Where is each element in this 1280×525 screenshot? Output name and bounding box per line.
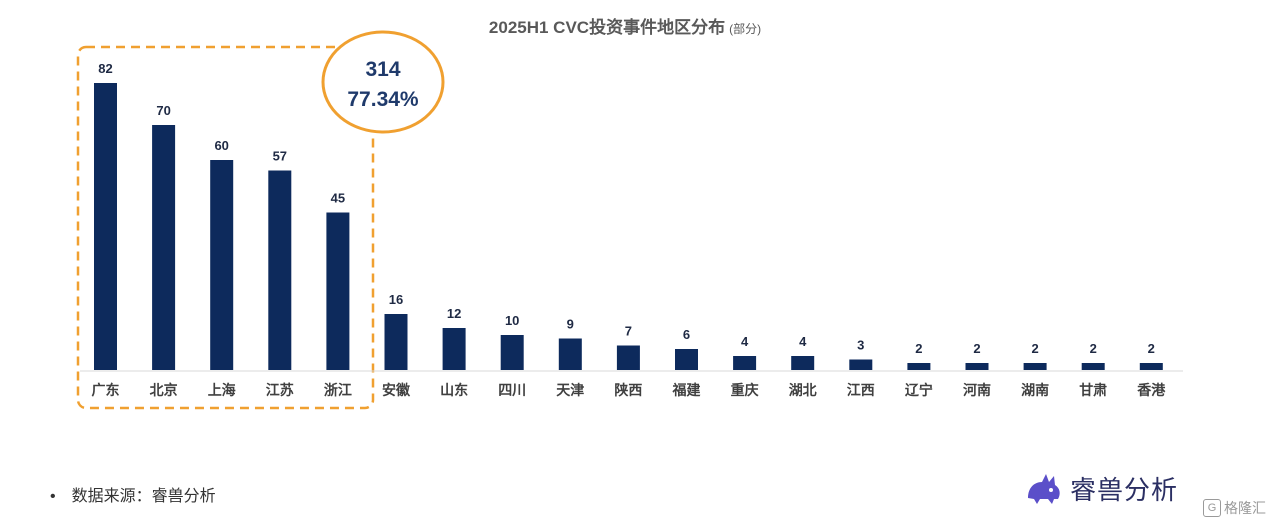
category-label: 辽宁 (905, 382, 933, 399)
category-label: 山东 (440, 382, 468, 399)
bar-value-label: 82 (98, 61, 112, 76)
chart-subtitle: (部分) (729, 22, 762, 36)
bar-18 (1139, 363, 1163, 370)
bar-1 (152, 125, 176, 370)
highlight-dashed-box (76, 45, 375, 410)
bar-value-label: 2 (973, 341, 980, 356)
bar-14 (907, 363, 931, 370)
category-label: 江苏 (266, 382, 294, 399)
category-label: 江西 (847, 382, 875, 399)
brand-logo: 睿兽分析 (1024, 466, 1178, 510)
bar-7 (500, 335, 524, 370)
bars-group: 82 广东 70 北京 60 上海 57 江苏 45 浙江 16 安徽 12 山东 10 四川 9 天津 7 陕西 6 福… (92, 61, 1167, 399)
highlight-ellipse (321, 30, 445, 134)
bar-value-label: 4 (741, 334, 749, 349)
category-label: 甘肃 (1079, 382, 1107, 399)
category-label: 陕西 (614, 382, 642, 399)
bar-16 (1023, 363, 1047, 370)
logo-text: 睿兽分析 (1070, 474, 1179, 505)
highlight-callout: 314 77.34% (321, 30, 445, 134)
bar-value-label: 45 (331, 191, 345, 206)
chart-title: 2025H1 CVC投资事件地区分布 (部分) (0, 13, 1250, 38)
bar-9 (616, 345, 640, 370)
source-note: • 数据来源：睿兽分析 (50, 482, 216, 506)
bar-value-label: 3 (857, 338, 864, 353)
bar-value-label: 2 (1148, 341, 1155, 356)
bar-value-label: 2 (915, 341, 922, 356)
bar-8 (558, 338, 582, 370)
bar-value-label: 9 (567, 317, 574, 332)
bar-13 (849, 359, 873, 370)
category-label: 湖北 (789, 383, 817, 399)
bar-11 (733, 356, 757, 370)
bar-5 (384, 314, 408, 370)
bar-value-label: 10 (505, 313, 519, 328)
bar-value-label: 70 (156, 103, 170, 118)
watermark-glyph: G (1203, 499, 1221, 517)
bar-3 (268, 170, 292, 370)
bar-15 (965, 363, 989, 370)
bar-12 (791, 356, 815, 370)
category-label: 香港 (1136, 382, 1166, 399)
category-label: 湖南 (1021, 382, 1049, 399)
category-label: 重庆 (731, 382, 759, 399)
category-label: 浙江 (324, 382, 352, 399)
bar-value-label: 7 (625, 324, 632, 339)
bar-value-label: 57 (273, 149, 287, 164)
bar-value-label: 12 (447, 306, 461, 321)
category-label: 河南 (963, 382, 991, 399)
watermark-text: 格隆汇 (1224, 500, 1266, 516)
bar-6 (442, 328, 466, 370)
chart-title-text: 2025H1 CVC投资事件地区分布 (488, 18, 726, 37)
bar-value-label: 16 (389, 292, 403, 307)
bar-chart: 82 广东 70 北京 60 上海 57 江苏 45 浙江 16 安徽 12 山东 10 四川 9 天津 7 陕西 6 福… (76, 30, 1183, 410)
source-bullet: • (50, 488, 56, 505)
category-label: 四川 (498, 383, 526, 399)
highlight-percent: 77.34% (347, 88, 419, 111)
bar-0 (94, 83, 117, 370)
source-text: 数据来源：睿兽分析 (71, 488, 216, 505)
category-label: 广东 (92, 382, 120, 399)
bar-4 (326, 212, 350, 370)
highlight-count: 314 (365, 58, 400, 81)
bar-value-label: 6 (683, 327, 690, 342)
bar-value-label: 4 (799, 334, 807, 349)
category-label: 天津 (556, 382, 584, 399)
bar-17 (1081, 363, 1105, 370)
bar-2 (210, 160, 234, 370)
bar-value-label: 2 (1090, 341, 1097, 356)
watermark: G 格隆汇 (1203, 498, 1266, 518)
bar-value-label: 60 (214, 138, 228, 153)
beast-logo-icon (1028, 474, 1060, 504)
bar-10 (675, 349, 698, 370)
category-label: 安徽 (382, 382, 411, 399)
category-label: 福建 (672, 382, 701, 399)
category-label: 上海 (208, 382, 236, 399)
bar-value-label: 2 (1031, 341, 1038, 356)
category-label: 北京 (150, 382, 178, 399)
